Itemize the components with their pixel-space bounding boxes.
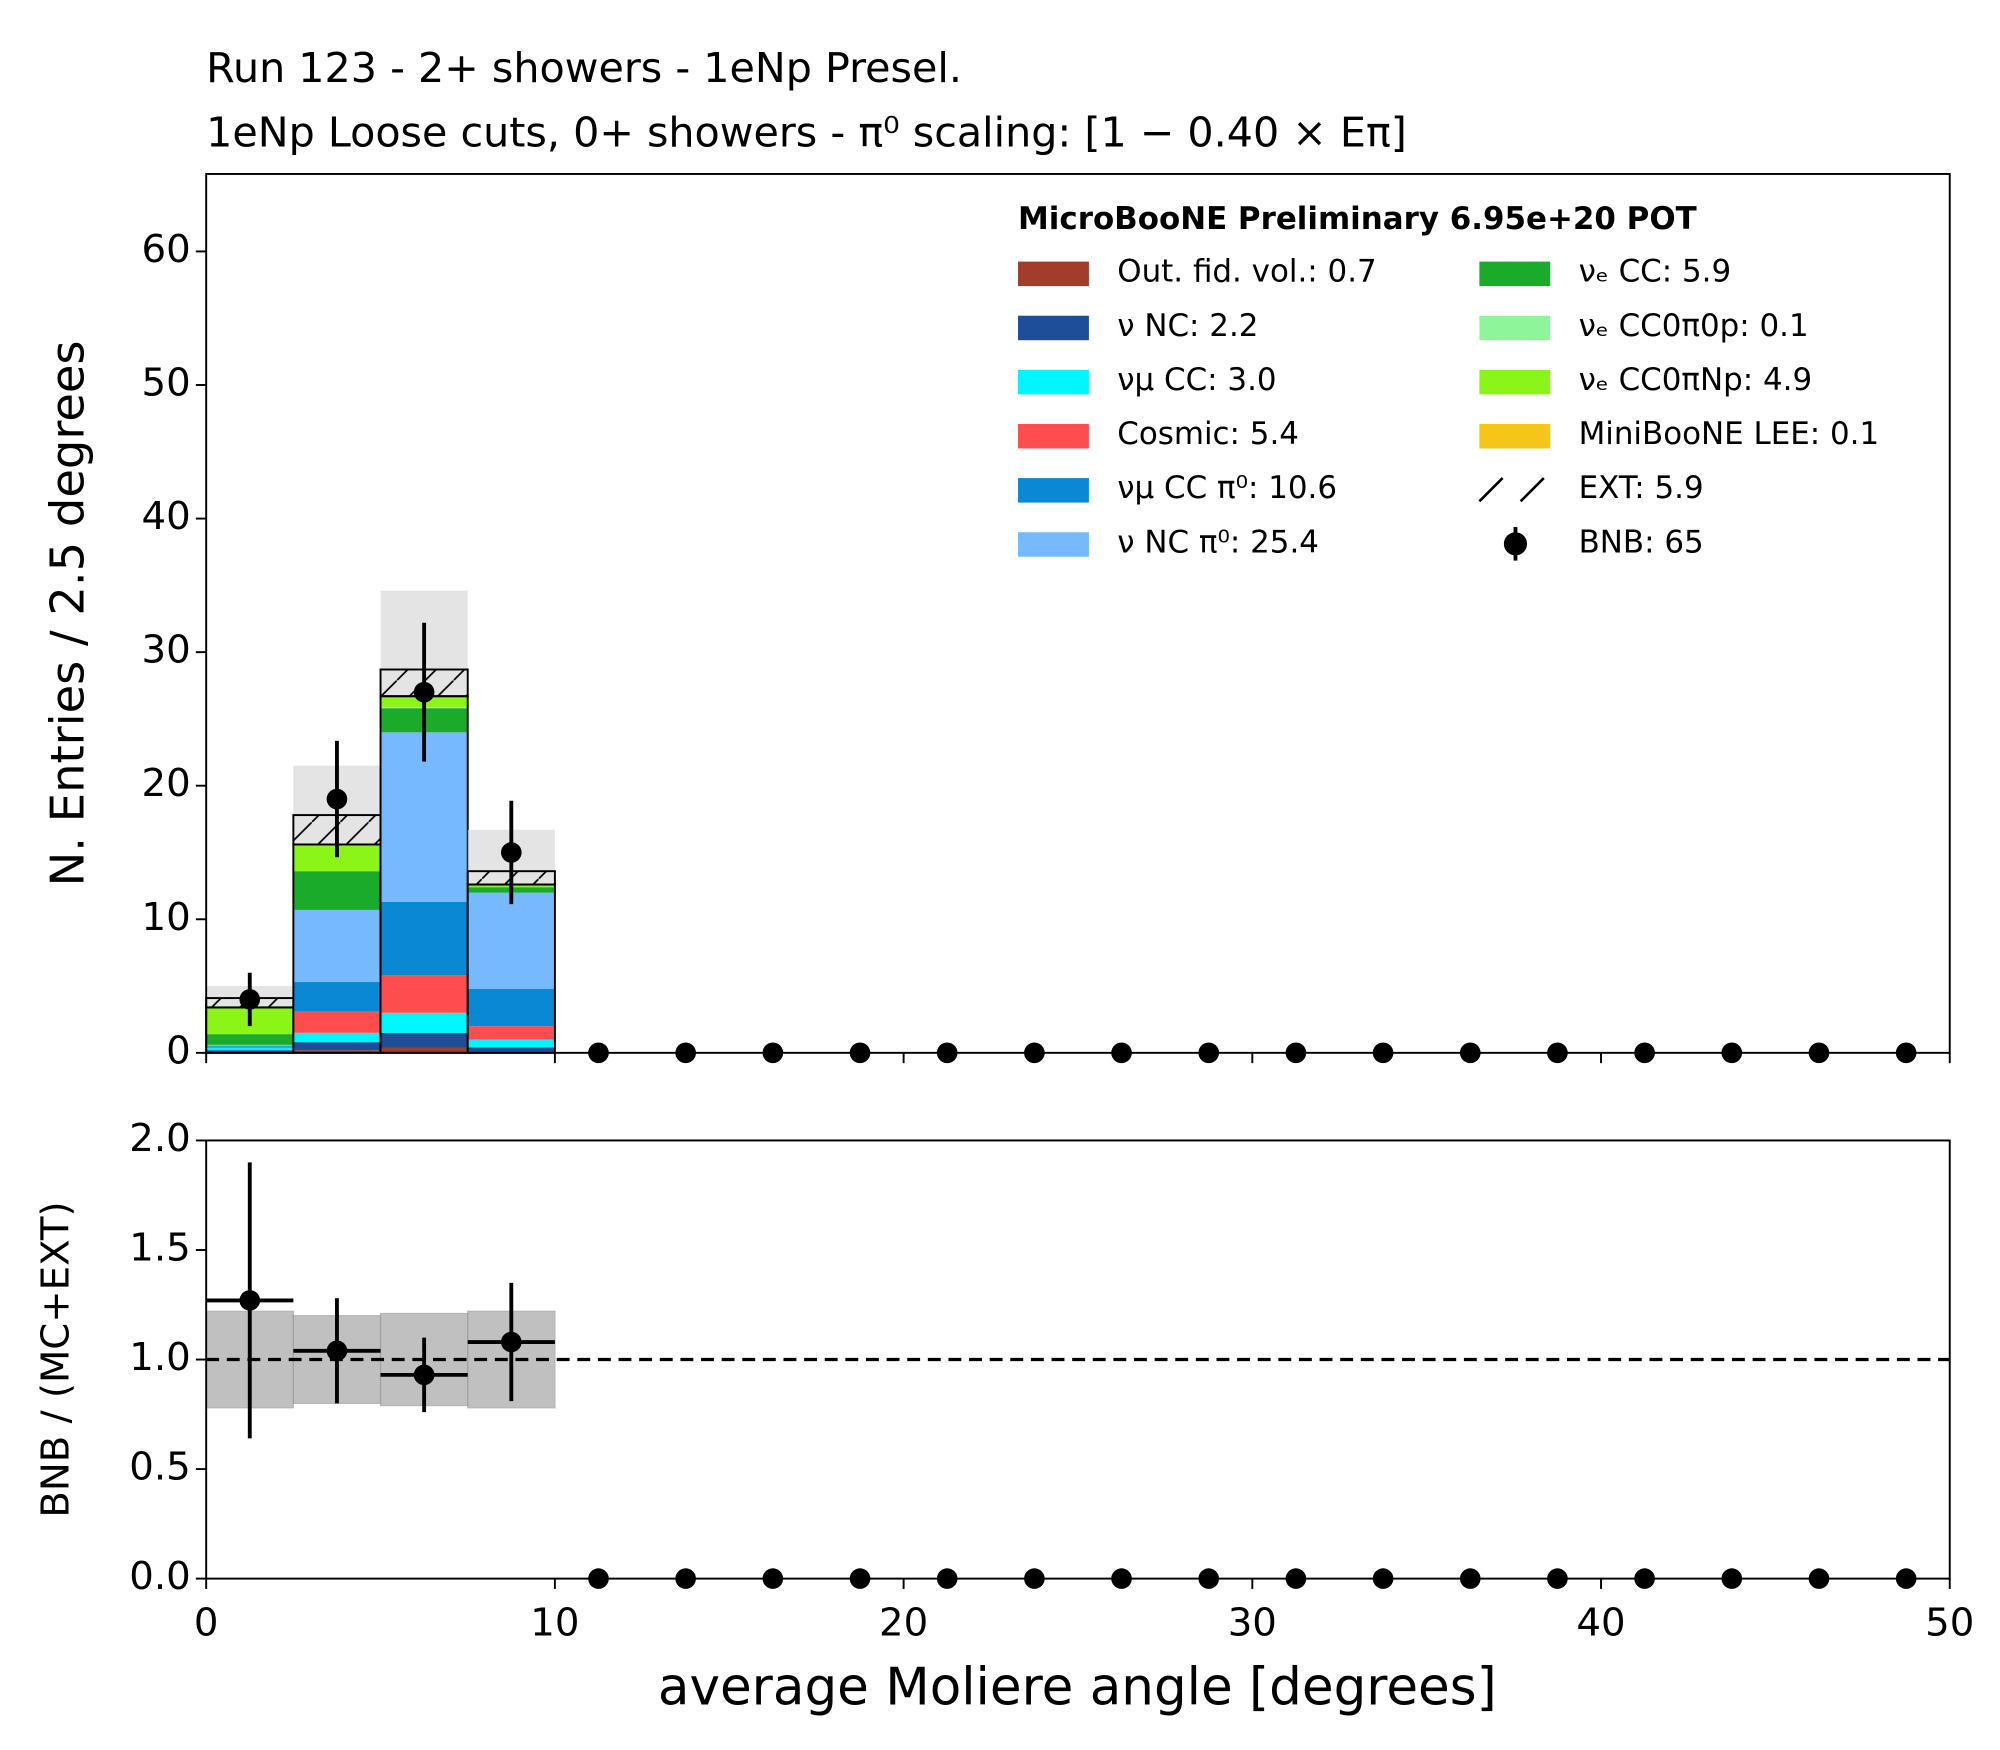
legend-swatch: [1018, 261, 1089, 287]
legend-label: νμ CC: 3.0: [1117, 362, 1276, 398]
legend-swatch: [1018, 369, 1089, 395]
ratio-point: [326, 1340, 348, 1362]
stack-segment: [467, 988, 555, 1027]
x-tick-label: 50: [1925, 1600, 1974, 1645]
stack-segment: [206, 1046, 294, 1048]
stack-segment: [467, 1047, 555, 1052]
legend-hatch: [1478, 477, 1504, 503]
data-point: [239, 989, 261, 1010]
legend-swatch: [1018, 315, 1089, 341]
data-point: [326, 788, 348, 810]
legend-swatch: [1018, 423, 1089, 449]
x-tick-label: 0: [194, 1600, 219, 1645]
stack-segment: [293, 1050, 381, 1053]
y-tick-label: 0: [166, 1028, 191, 1073]
stack-segment: [380, 1032, 468, 1048]
x-tick-label: 20: [879, 1600, 928, 1645]
stack-segment: [467, 1039, 555, 1048]
data-point: [500, 842, 522, 863]
stack-segment: [293, 1011, 381, 1033]
y-tick-label: 30: [142, 628, 191, 673]
x-axis-label: average Moliere angle [degrees]: [658, 1658, 1497, 1718]
legend-marker: [1503, 532, 1528, 556]
legend-label: BNB: 65: [1579, 524, 1704, 560]
y-tick-label: 20: [142, 761, 191, 806]
chart-title: Run 123 - 2+ showers - 1eNp Presel.: [206, 44, 962, 92]
stack-segment: [206, 1047, 294, 1051]
legend-label: Cosmic: 5.4: [1117, 416, 1299, 452]
stack-segment: [293, 982, 381, 1012]
ratio-y-axis-label: BNB / (MC+EXT): [33, 1201, 78, 1517]
legend-label: MiniBooNE LEE: 0.1: [1579, 416, 1880, 452]
legend-label: EXT: 5.9: [1579, 470, 1704, 506]
legend-swatch: [1479, 261, 1551, 287]
chart-subtitle: 1eNp Loose cuts, 0+ showers - π⁰ scaling…: [206, 108, 1407, 156]
ratio-point: [413, 1364, 435, 1386]
y-tick-label: 0.0: [129, 1554, 190, 1599]
legend-hatch: [1519, 477, 1545, 503]
plot-frame: [205, 1139, 1951, 1580]
stack-segment: [206, 1050, 294, 1053]
legend-swatch: [1479, 369, 1551, 395]
stack-segment: [380, 975, 468, 1013]
x-tick-label: 40: [1576, 1600, 1625, 1645]
legend-swatch: [1479, 423, 1551, 449]
stack-segment: [380, 1012, 468, 1033]
stack-segment: [380, 1047, 468, 1053]
ratio-point: [239, 1290, 261, 1311]
stack-segment: [293, 1032, 381, 1043]
y-axis-label: N. Entries / 2.5 degrees: [40, 340, 94, 886]
y-tick-label: 1.0: [129, 1335, 190, 1380]
stack-segment: [206, 1044, 294, 1047]
legend-label: νₑ CC: 5.9: [1579, 254, 1732, 290]
y-tick-label: 2.0: [129, 1116, 190, 1161]
legend-swatch: [1018, 478, 1089, 503]
legend-swatch: [1479, 315, 1551, 341]
legend-swatch: [1018, 532, 1089, 557]
y-tick-label: 1.5: [129, 1226, 190, 1271]
legend-title: MicroBooNE Preliminary 6.95e+20 POT: [1018, 201, 1697, 237]
stack-segment: [293, 871, 381, 910]
legend-label: νₑ CC0πNp: 4.9: [1579, 362, 1813, 398]
legend-label: ν NC π⁰: 25.4: [1117, 524, 1319, 560]
legend-label: νμ CC π⁰: 10.6: [1117, 470, 1337, 506]
y-tick-label: 50: [142, 361, 191, 406]
legend-label: ν NC: 2.2: [1117, 308, 1258, 344]
data-point: [413, 681, 435, 703]
stack-segment: [293, 909, 381, 983]
y-tick-label: 0.5: [129, 1445, 190, 1490]
stack-segment: [380, 901, 468, 976]
legend-label: Out. fid. vol.: 0.7: [1117, 254, 1376, 290]
legend-label: νₑ CC0π0p: 0.1: [1579, 308, 1809, 344]
stack-segment: [206, 1034, 294, 1045]
stack-segment: [467, 892, 555, 989]
stack-segment: [293, 1042, 381, 1051]
y-tick-label: 60: [142, 227, 191, 272]
plot-frame: [205, 173, 1951, 1054]
y-tick-label: 40: [142, 494, 191, 539]
x-tick-label: 10: [530, 1600, 579, 1645]
x-tick-label: 30: [1228, 1600, 1277, 1645]
stack-segment: [467, 1026, 555, 1040]
y-tick-label: 10: [142, 895, 191, 940]
ratio-point: [500, 1331, 522, 1353]
